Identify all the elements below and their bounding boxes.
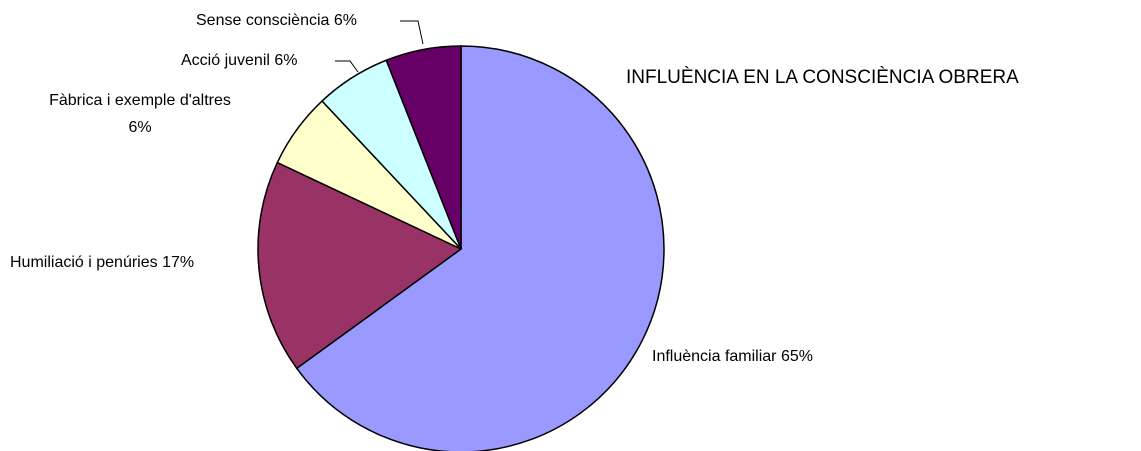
pie-slice	[295, 45, 665, 451]
leader-line	[400, 20, 424, 45]
value-label: 6%	[128, 119, 151, 136]
category-name: Sense consciència	[196, 12, 330, 29]
value-label: 65%	[781, 348, 813, 365]
value-label: 17%	[162, 254, 194, 271]
category-name: Acció juvenil	[181, 52, 270, 69]
value-label: 6%	[274, 52, 297, 69]
category-name: Humiliació i penúries	[10, 254, 158, 271]
slice-label: Humiliació i penúries 17%	[10, 254, 194, 271]
value-label: 6%	[334, 12, 357, 29]
category-name: Influència familiar	[652, 348, 777, 365]
leader-line	[335, 60, 359, 73]
pie-slice	[385, 45, 462, 250]
category-name: Fàbrica i exemple d'altres	[49, 92, 231, 109]
pie-slice	[257, 161, 463, 370]
slice-label: Fàbrica i exemple d'altres 6%	[49, 92, 231, 136]
chart-title: INFLUÈNCIA EN LA CONSCIÈNCIA OBRERA	[626, 67, 1019, 88]
slice-label: Acció juvenil 6%	[181, 52, 298, 69]
slice-label: Influència familiar 65%	[652, 348, 813, 365]
slice-label: Sense consciència 6%	[196, 12, 357, 29]
